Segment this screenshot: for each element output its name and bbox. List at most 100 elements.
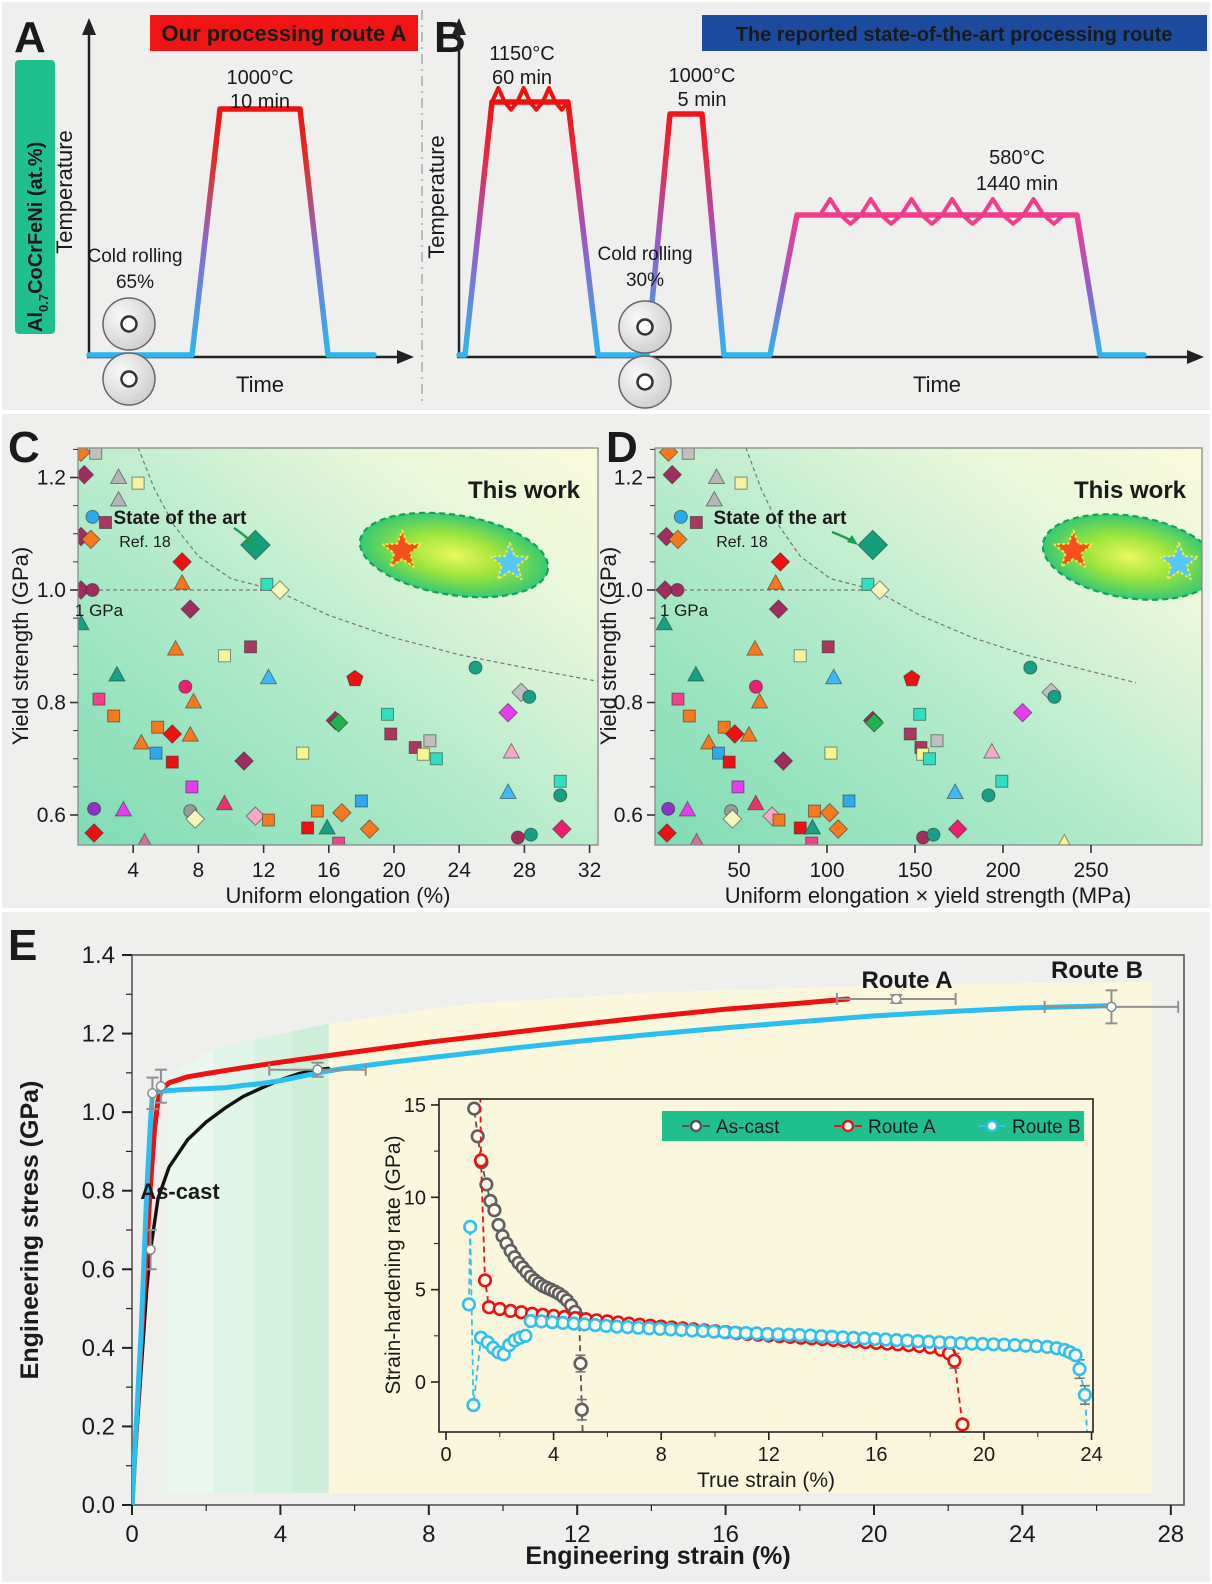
- green-band: [213, 1039, 255, 1494]
- data-point-square: [793, 821, 807, 835]
- data-point-diamond: [331, 802, 352, 823]
- e-y-tick-label: 1.4: [82, 942, 115, 969]
- green-band: [254, 1031, 292, 1494]
- data-point-triangle: [259, 668, 278, 685]
- inset-x-tick-label: 4: [548, 1444, 559, 1466]
- inset-marker: [518, 1328, 533, 1343]
- e-y-tick-label: 0.2: [82, 1413, 115, 1440]
- b-step3-time: 1440 min: [976, 173, 1058, 195]
- data-point-diamond: [234, 751, 254, 771]
- data-point-square: [98, 516, 112, 529]
- data-point-triangle: [983, 742, 1001, 759]
- data-point-square: [930, 734, 944, 748]
- curve-route-a: [132, 996, 851, 1505]
- data-point-diamond: [828, 819, 849, 839]
- zigzag-1150C: [490, 86, 570, 112]
- d-ref-label: Ref. 18: [716, 534, 768, 551]
- e-x-tick-label: 16: [712, 1521, 739, 1548]
- data-point-square: [807, 804, 821, 818]
- data-point-triangle: [686, 665, 705, 682]
- x-tick-label: 12: [252, 859, 275, 882]
- data-point-square: [261, 813, 275, 827]
- e-x-tick-label: 20: [861, 1521, 888, 1548]
- inset-marker: [473, 1153, 489, 1168]
- data-point-square: [301, 821, 315, 835]
- inset-marker: [574, 1402, 589, 1417]
- data-point-circle: [85, 583, 100, 597]
- b-zigzag-anneals: [490, 86, 1066, 226]
- data-point-triangle: [746, 794, 765, 811]
- section-process-routes: A B Our processing route A The reported …: [2, 2, 1210, 410]
- data-point-diamond: [864, 712, 885, 733]
- inset-marker: [467, 1101, 482, 1116]
- inset-marker: [477, 1273, 493, 1288]
- legend-route-b-label: Route B: [1012, 1117, 1081, 1138]
- a-ylabel: Temperature: [52, 130, 77, 254]
- a-xlabel: Time: [236, 372, 284, 397]
- inset-legend-box: [662, 1111, 1084, 1141]
- data-point-triangle: [114, 800, 133, 817]
- c-1gpa-label: 1 GPa: [75, 601, 124, 620]
- data-point-triangle: [173, 573, 191, 590]
- e-x-tick-label: 0: [125, 1521, 138, 1548]
- data-point-diamond: [722, 809, 743, 829]
- data-point-square: [793, 649, 807, 663]
- data-point-triangle: [803, 818, 822, 835]
- material-label: Al0.7CoCrFeNi (at.%): [25, 142, 51, 332]
- data-point-diamond: [245, 806, 266, 827]
- inset-content: [461, 1099, 1092, 1432]
- data-point-square: [821, 640, 835, 654]
- b-cold-rolling-label: Cold rolling: [597, 244, 692, 265]
- e-y-tick-label: 0.4: [82, 1335, 115, 1362]
- panel-d-tag: D: [606, 423, 638, 472]
- y-tick-label: 0.8: [37, 692, 66, 715]
- data-point-triangle: [166, 639, 185, 656]
- e-x-tick-label: 24: [1009, 1521, 1036, 1548]
- inset-marker: [955, 1417, 970, 1432]
- error-marker: [891, 993, 902, 1005]
- a-anneal-time: 10 min: [230, 91, 290, 113]
- data-point-diamond: [78, 464, 95, 485]
- data-point-diamond: [724, 724, 745, 744]
- e-y-tick-label: 1.2: [82, 1021, 115, 1048]
- inset-marker: [466, 1398, 481, 1413]
- legend-route-a-label: Route A: [868, 1117, 936, 1138]
- data-point-diamond: [773, 751, 794, 771]
- green-band: [291, 1023, 329, 1494]
- plot-content: [655, 448, 1202, 845]
- e-y-tick-label: 0.0: [82, 1492, 115, 1519]
- data-point-circle: [926, 827, 941, 842]
- e-as-cast-label: As-cast: [140, 1179, 220, 1204]
- data-point-square: [131, 476, 145, 490]
- x-tick-label: 16: [317, 859, 340, 882]
- inset-frame: [438, 1098, 1094, 1433]
- data-point-diamond: [768, 599, 789, 620]
- data-point-square: [772, 813, 786, 827]
- a-rolling-mill-icon: [102, 297, 156, 406]
- banner-route-a-label: Our processing route A: [162, 21, 407, 46]
- material-pre: Al: [25, 312, 47, 332]
- data-point-diamond: [770, 551, 791, 572]
- b-ylabel: Temperature: [424, 135, 449, 259]
- data-point-square: [151, 720, 165, 734]
- stress-strain-svg: 0 4 8 12 16 20 24 280.00.20.40.60.81.01.21.4 E …: [8, 921, 1185, 1570]
- a-anneal-temp: 1000°C: [227, 67, 294, 89]
- data-point-diamond: [655, 580, 675, 600]
- data-point-circle: [510, 830, 525, 845]
- x-tick-label: 8: [193, 859, 205, 882]
- data-point-triangle: [108, 665, 126, 682]
- e-route-b-label: Route B: [1051, 957, 1143, 984]
- b-step1-temp: 1150°C: [489, 43, 554, 65]
- e-ylabel: Engineering stress (GPa): [16, 1081, 44, 1380]
- data-point-diamond: [328, 712, 349, 733]
- data-point-diamond: [162, 724, 183, 744]
- data-point-square: [217, 649, 231, 663]
- x-tick-label: 32: [578, 859, 601, 882]
- data-point-square: [354, 794, 368, 808]
- c-xlabel: Uniform elongation (%): [226, 883, 451, 908]
- this-work-star: [1053, 529, 1094, 568]
- data-point-square: [429, 752, 443, 766]
- data-point-circle: [670, 583, 685, 597]
- plot-content: [78, 448, 598, 845]
- data-point-triangle: [655, 614, 674, 631]
